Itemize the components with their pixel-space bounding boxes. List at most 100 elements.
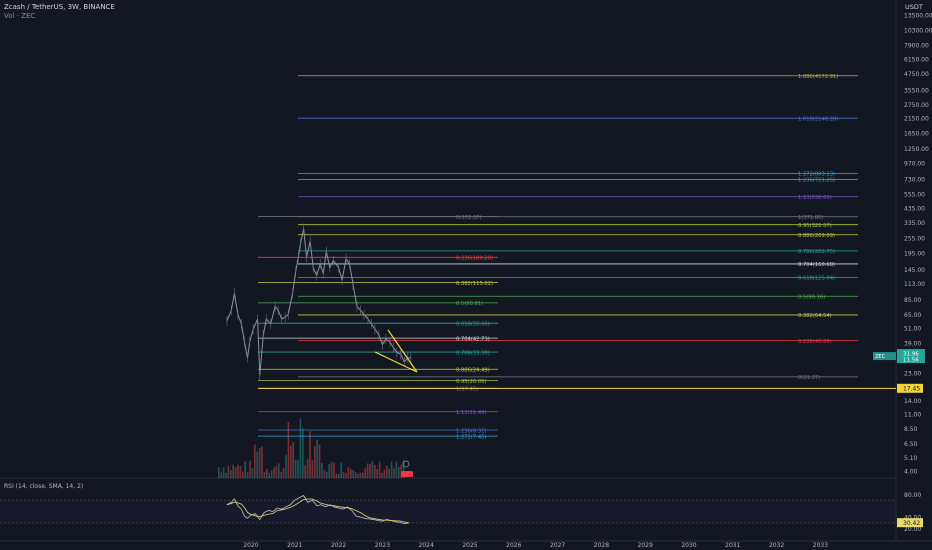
volume-bar <box>261 446 263 478</box>
price-tick: 1650.00 <box>904 130 929 137</box>
fib-label: 0.95(20.05) <box>456 379 486 385</box>
volume-bar <box>383 469 386 478</box>
fib-label: 0.886(269.09) <box>798 233 835 239</box>
fib-label: 0.236(180.20) <box>456 256 493 262</box>
symbol-title[interactable]: Zcash / TetherUS, 3W, BINANCE <box>4 3 115 11</box>
time-tick: 2024 <box>419 542 434 549</box>
rsi-pane <box>0 494 896 524</box>
volume-bar <box>366 463 369 478</box>
volume-bar <box>364 468 366 478</box>
volume-bar <box>292 441 294 478</box>
price-tick: 195.00 <box>904 250 925 257</box>
dividend-marker <box>401 471 413 477</box>
volume-bar <box>333 462 335 478</box>
volume-bar <box>232 464 234 478</box>
volume-bar <box>326 471 328 478</box>
price-tick: 555.00 <box>904 192 925 199</box>
price-tick: 730.00 <box>904 176 925 183</box>
volume-bar <box>354 472 357 478</box>
rsi-tick: 80.00 <box>904 492 921 499</box>
volume-bar <box>263 471 266 478</box>
volume-bar <box>338 473 340 478</box>
volume-bar <box>398 467 400 478</box>
volume-bar <box>328 464 330 478</box>
fib-label: 1.236(721.26) <box>798 178 835 184</box>
volume-bar <box>287 421 290 478</box>
price-tick: 85.00 <box>904 297 921 304</box>
volume-bar <box>345 473 347 478</box>
time-tick: 2026 <box>506 542 521 549</box>
time-tick: 2020 <box>243 542 258 549</box>
volume-bar <box>254 444 256 478</box>
price-tick: 2750.00 <box>904 102 929 109</box>
volume-label: Vol · ZEC <box>4 12 36 20</box>
volume-bar <box>395 461 398 478</box>
volume-bar <box>237 464 239 478</box>
currency-label[interactable]: USDT <box>905 3 923 11</box>
time-tick: 2033 <box>813 542 828 549</box>
volume-bar <box>258 447 261 478</box>
volume-bar <box>340 462 342 478</box>
price-tick: 6.50 <box>904 441 918 448</box>
fib-label: 0.5(80.01) <box>456 301 483 307</box>
time-tick: 2032 <box>769 542 784 549</box>
fib-label: 1.13(11.49) <box>456 410 486 416</box>
volume-bar <box>302 428 304 478</box>
fib-label: 0(21.37) <box>798 375 820 381</box>
falling-wedge-drawing[interactable] <box>374 329 418 477</box>
fib-label: 0.382(64.54) <box>798 313 832 319</box>
rsi-label[interactable]: RSI (14, close, SMA, 14, 2) <box>4 483 84 490</box>
volume-bar <box>369 463 371 478</box>
fib-label: 1.272(7.45) <box>456 434 486 440</box>
price-tick: 3550.00 <box>904 87 929 94</box>
price-tick: 970.00 <box>904 160 925 167</box>
volume-bar <box>249 460 251 478</box>
volume-bar <box>239 466 242 478</box>
fibonacci-levels[interactable]: 1.886(4572.91) 1.618(2148.28) 1.272(803.13… <box>258 74 896 440</box>
volume-bar <box>309 431 311 478</box>
volume-bar <box>218 467 220 478</box>
volume-bar <box>374 465 376 478</box>
volume-bar <box>381 473 383 478</box>
wedge-upper <box>387 329 418 373</box>
price-axis[interactable]: 13500.00 10300.00 7900.00 6150.00 4750.00 355… <box>873 13 932 534</box>
support-badge <box>897 383 923 393</box>
price-tick: 5.10 <box>904 455 918 462</box>
price-tick: 10300.00 <box>904 28 932 35</box>
volume-bar <box>390 461 393 478</box>
fib-label: 0.95(322.57) <box>798 223 832 229</box>
volume-bar <box>362 472 364 478</box>
volume-bar <box>371 460 374 478</box>
volume-bar <box>294 459 297 478</box>
time-axis[interactable]: 2020 2021 2022 2023 2024 2025 2026 2027 2028 2029… <box>0 540 932 549</box>
volume-bar <box>316 439 318 478</box>
fib-label: 0.5(90.16) <box>798 295 825 301</box>
time-tick: 2022 <box>331 542 346 549</box>
volume-bar <box>266 469 268 478</box>
price-tick: 14.00 <box>904 398 921 405</box>
volume-bar <box>318 444 321 478</box>
volume-bar <box>256 451 258 478</box>
volume-bar <box>342 471 345 478</box>
volume-bar <box>402 460 405 478</box>
volume-bar <box>242 471 244 478</box>
time-tick: 2027 <box>550 542 565 549</box>
time-tick: 2028 <box>594 542 609 549</box>
volume-bar <box>222 467 225 478</box>
price-tick: 2150.00 <box>904 116 929 123</box>
price-tick: 11.00 <box>904 412 921 419</box>
fib-label: 0(372.37) <box>456 215 482 221</box>
fib-label: 1.886(4572.91) <box>798 74 838 80</box>
volume-bar <box>251 468 254 478</box>
rsi-ma-line <box>226 498 409 523</box>
volume-bar <box>347 467 350 478</box>
price-tick: 113.00 <box>904 281 925 288</box>
symbol-badge-label: ZEC <box>875 354 886 360</box>
fib-label: 0.704(42.73) <box>456 336 490 342</box>
fib-label: 0.786(202.75) <box>798 249 835 255</box>
volume-bar <box>246 472 249 478</box>
price-tick: 8.50 <box>904 426 918 433</box>
volume-bar <box>306 459 309 478</box>
price-tick: 65.00 <box>904 312 921 319</box>
